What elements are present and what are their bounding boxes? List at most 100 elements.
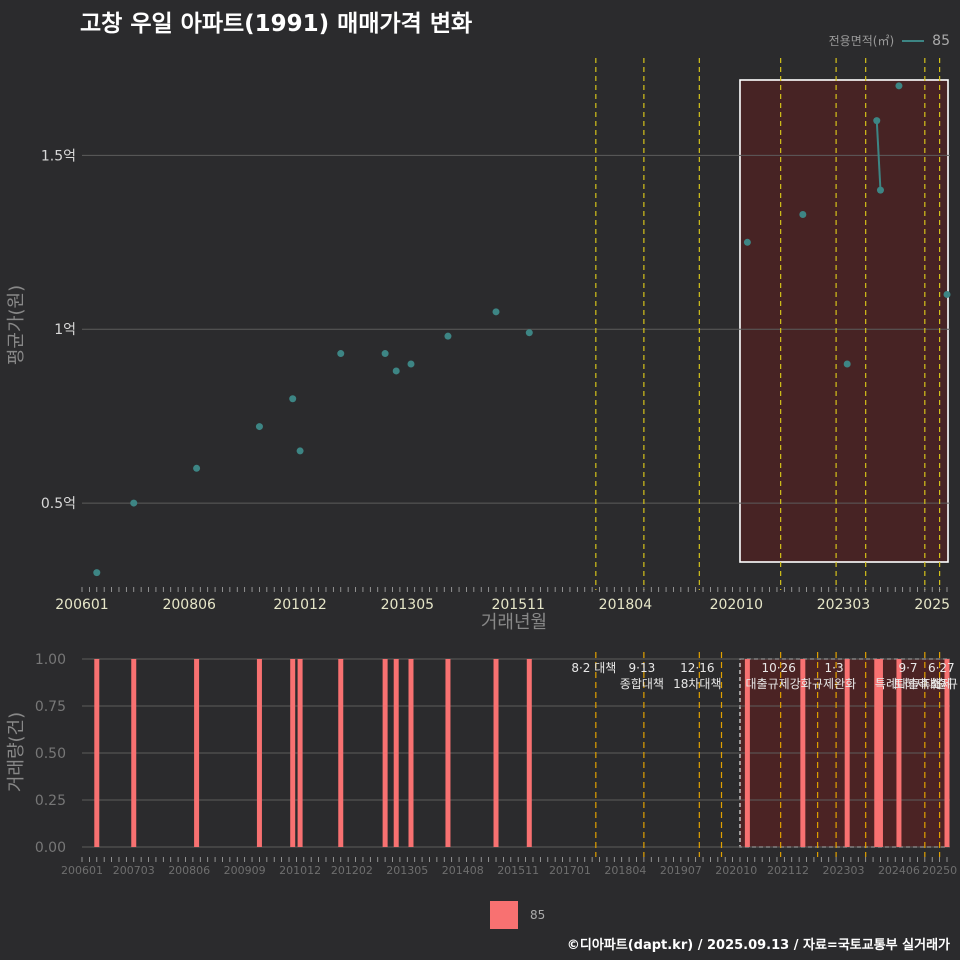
volume-bar	[297, 659, 303, 847]
bar-x-tick-label: 201907	[660, 864, 702, 877]
volume-bar	[382, 659, 388, 847]
data-point	[843, 360, 851, 368]
data-point	[876, 186, 884, 194]
bar-x-tick-label: 201511	[497, 864, 539, 877]
x-tick-label: 2025	[914, 597, 950, 613]
y-tick-label: 1.5억	[41, 148, 76, 164]
legend-title: 전용면적(㎡)	[828, 34, 895, 48]
y-tick-label: 0.5억	[41, 496, 76, 512]
bar-y-tick-label: 0.50	[35, 746, 66, 762]
volume-bar	[526, 659, 532, 847]
volume-bar	[874, 659, 880, 847]
bar-y-tick-label: 0.00	[35, 840, 66, 856]
data-point	[943, 290, 951, 298]
x-tick-label: 201804	[599, 597, 653, 613]
policy-label: 대출규제강화	[746, 677, 812, 691]
volume-bar	[393, 659, 399, 847]
policy-label: 대출규	[925, 677, 958, 691]
legend: 전용면적(㎡) 85	[829, 32, 950, 49]
x-tick-label: 202303	[817, 597, 870, 613]
bar-x-tick-label: 201804	[604, 864, 646, 877]
data-point	[799, 210, 807, 218]
bar-y-axis-title: 거래량(건)	[6, 712, 27, 792]
bar-y-tick-label: 1.00	[35, 652, 66, 668]
data-point	[492, 308, 500, 316]
policy-label: 토허제 해제	[893, 677, 952, 691]
x-tick-label: 201012	[273, 597, 326, 613]
volume-bar	[877, 659, 883, 847]
data-point	[130, 499, 138, 507]
x-tick-label: 200601	[55, 597, 108, 613]
x-axis-title: 거래년월	[481, 612, 547, 633]
policy-label: 12·16	[680, 661, 714, 675]
policy-label: 10·26	[761, 661, 795, 675]
series-line	[875, 120, 882, 191]
bar-x-tick-label: 202303	[822, 864, 864, 877]
data-point	[193, 464, 201, 472]
policy-label: 8·2 대책	[571, 660, 616, 675]
legend-series-label: 85	[932, 32, 950, 49]
volume-bar	[944, 659, 950, 847]
bar-x-tick-label: 201202	[331, 864, 373, 877]
volume-bar	[194, 659, 200, 847]
bar-x-tick-label: 200806	[168, 864, 210, 877]
data-point	[873, 117, 881, 125]
bar-y-tick-label: 0.25	[35, 793, 66, 809]
volume-bar	[493, 659, 499, 847]
data-point	[525, 329, 533, 337]
bar-x-tick-label: 201701	[549, 864, 591, 877]
data-point	[255, 423, 263, 431]
data-point	[407, 360, 415, 368]
policy-label: 1·3	[825, 661, 844, 675]
policy-label: 9·13	[629, 661, 656, 675]
bar-x-tick-label: 201305	[386, 864, 428, 877]
y-tick-label: 1억	[54, 322, 76, 338]
bar-legend-label: 85	[530, 908, 546, 922]
bar-legend-swatch	[490, 901, 518, 929]
source-footer: ©디아파트(dapt.kr) / 2025.09.13 / 자료=국토교통부 실…	[566, 938, 950, 953]
bar-x-tick-label: 202406	[878, 864, 920, 877]
highlight-box	[739, 79, 949, 563]
x-tick-label: 202010	[710, 597, 763, 613]
data-point	[337, 350, 345, 358]
policy-label: 18차대책	[673, 676, 721, 691]
volume-bar	[256, 659, 262, 847]
data-point	[392, 367, 400, 375]
legend-line-swatch	[902, 39, 925, 42]
policy-label: 규제완화	[812, 677, 856, 691]
y-axis-title: 평균가(원)	[6, 285, 27, 365]
volume-bar	[338, 659, 344, 847]
bar-x-tick-label: 200909	[224, 864, 266, 877]
bar-legend: 85	[490, 901, 545, 929]
data-point	[444, 332, 452, 340]
volume-bar	[445, 659, 451, 847]
volume-bar	[844, 659, 850, 847]
policy-label: 특례대출축소	[875, 677, 941, 691]
data-point	[289, 395, 297, 403]
data-point	[743, 238, 751, 246]
policy-label: 종합대책	[620, 676, 664, 691]
bar-x-tick-label: 201012	[279, 864, 321, 877]
bar-x-tick-label: 202112	[767, 864, 809, 877]
bar-x-tick-label: 202010	[715, 864, 757, 877]
volume-bar	[800, 659, 806, 847]
bar-x-tick-label: 20250	[922, 864, 957, 877]
x-tick-label: 200806	[162, 597, 216, 613]
volume-bar	[408, 659, 414, 847]
x-tick-label: 201511	[491, 597, 544, 613]
volume-bar	[896, 659, 902, 847]
bar-y-tick-label: 0.75	[35, 699, 66, 715]
bar-x-tick-label: 200703	[113, 864, 155, 877]
bar-x-tick-label: 200601	[61, 864, 103, 877]
data-point	[296, 447, 304, 455]
volume-bar	[744, 659, 750, 847]
data-point	[381, 350, 389, 358]
volume-bar	[290, 659, 296, 847]
volume-bar	[131, 659, 137, 847]
policy-label: 9·7	[898, 661, 917, 675]
x-tick-label: 201305	[381, 597, 434, 613]
data-point	[93, 569, 101, 577]
data-point	[895, 82, 903, 90]
chart-title: 고창 우일 아파트(1991) 매매가격 변화	[80, 11, 473, 37]
